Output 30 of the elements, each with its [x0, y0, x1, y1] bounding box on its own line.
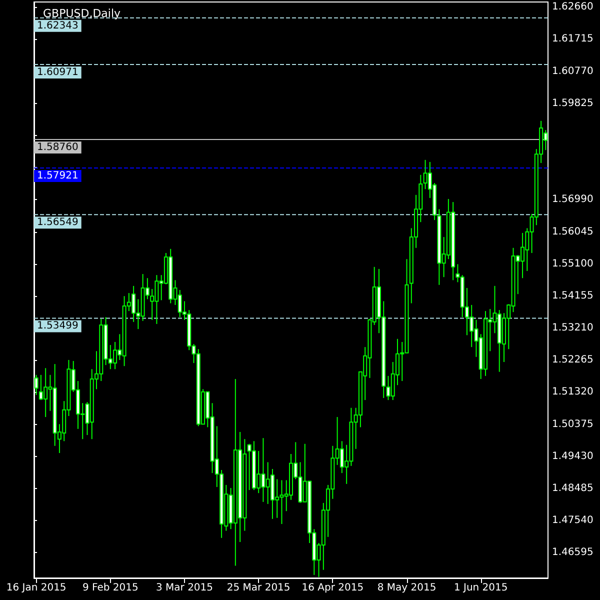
- text: GBPUSD,Daily: [43, 7, 122, 20]
- ref-line-label: 1.57921: [37, 170, 78, 182]
- ref-line-label: 1.60971: [37, 66, 78, 78]
- x-tick-label: 25 Mar 2015: [226, 582, 290, 594]
- y-tick-label: 1.62660: [552, 2, 594, 13]
- x-tick-label: 16 Jan 2015: [6, 582, 66, 594]
- y-tick-label: 1.60770: [552, 66, 594, 77]
- x-tick-label: 8 May 2015: [377, 582, 436, 594]
- ref-line-label: 1.58760: [37, 142, 78, 154]
- x-tick-label: 9 Feb 2015: [82, 582, 138, 594]
- ref-line-label: 1.62343: [37, 20, 78, 32]
- y-tick-label: 1.51320: [552, 386, 594, 398]
- y-tick-label: 1.52265: [552, 354, 594, 366]
- y-tick-label: 1.50375: [552, 418, 594, 430]
- x-tick-label: 1 Jun 2015: [454, 582, 508, 594]
- x-tick-label: 3 Mar 2015: [156, 582, 214, 594]
- y-tick-label: 1.48485: [552, 483, 594, 494]
- y-tick-label: 1.55100: [552, 258, 594, 270]
- ref-line-label: 1.56549: [37, 217, 78, 228]
- y-tick-label: 1.59825: [552, 98, 594, 109]
- y-tick-label: 1.53210: [552, 322, 594, 334]
- x-tick-label: 16 Apr 2015: [302, 582, 364, 594]
- y-tick-label: 1.61715: [552, 34, 594, 45]
- y-tick-label: 1.56990: [552, 194, 594, 206]
- y-tick-label: 1.46595: [552, 547, 594, 558]
- ref-line-label: 1.53499: [37, 320, 78, 332]
- y-tick-label: 1.54155: [552, 290, 594, 302]
- y-tick-label: 1.49430: [552, 450, 594, 462]
- y-tick-label: 1.56045: [552, 226, 594, 238]
- y-tick-label: 1.47540: [552, 515, 594, 526]
